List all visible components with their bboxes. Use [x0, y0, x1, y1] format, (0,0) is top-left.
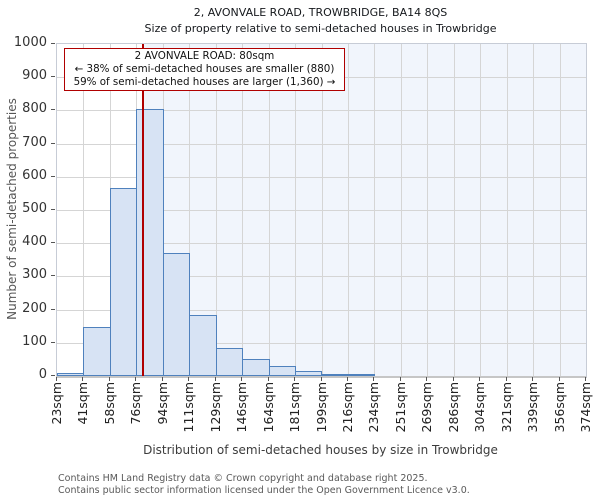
y-axis-tick	[51, 308, 55, 310]
x-axis-tick-label: 286sqm	[445, 382, 461, 433]
horizontal-gridline	[57, 342, 586, 344]
x-axis-tick	[558, 377, 560, 381]
x-axis-tick	[56, 377, 57, 381]
x-axis-tick	[532, 377, 534, 381]
x-axis-tick	[82, 377, 84, 381]
y-axis-tick	[51, 43, 55, 44]
footer-line-1: Contains HM Land Registry data © Crown c…	[58, 473, 428, 484]
y-axis-tick	[51, 275, 55, 277]
annotation-larger-stat: 59% of semi-detached houses are larger (…	[73, 76, 336, 89]
y-axis-tick-label: 100	[22, 333, 47, 349]
y-axis-tick	[51, 175, 55, 177]
horizontal-gridline	[57, 276, 586, 278]
histogram-bar	[321, 373, 349, 376]
horizontal-gridline	[57, 243, 586, 245]
x-axis-tick-label: 111sqm	[181, 382, 197, 433]
chart-title: 2, AVONVALE ROAD, TROWBRIDGE, BA14 8QS	[193, 6, 448, 19]
x-axis-tick-label: 269sqm	[419, 382, 435, 433]
y-axis-tick	[51, 242, 55, 244]
histogram-bar	[242, 358, 270, 376]
footer-line-2: Contains public sector information licen…	[58, 484, 470, 496]
x-axis-tick-label: 94sqm	[154, 382, 170, 425]
y-axis-tick	[51, 109, 55, 111]
x-axis-tick	[585, 377, 586, 381]
x-axis-tick-label: 76sqm	[128, 382, 144, 425]
y-axis-tick-label: 800	[22, 101, 47, 117]
plot-area: 2 AVONVALE ROAD: 80sqm ← 38% of semi-det…	[56, 43, 587, 378]
histogram-bar	[57, 372, 85, 376]
histogram-bar	[347, 374, 376, 376]
histogram-bar	[136, 108, 164, 376]
x-axis-tick	[426, 377, 428, 381]
x-axis-tick-label: 216sqm	[339, 382, 355, 433]
y-axis-tick	[51, 142, 55, 144]
x-axis-tick-label: 374sqm	[578, 382, 593, 433]
y-axis-tick-label: 700	[22, 134, 47, 150]
x-axis-tick	[241, 377, 243, 381]
y-axis-tick-label: 1000	[13, 35, 47, 50]
y-axis-tick-label: 200	[22, 300, 47, 316]
x-axis-tick-label: 356sqm	[551, 382, 567, 433]
x-axis-tick	[399, 377, 401, 381]
x-axis-tick-label: 234sqm	[366, 382, 382, 433]
x-axis-tick	[294, 377, 296, 381]
x-axis-tick-label: 304sqm	[472, 382, 488, 433]
y-axis-tick	[51, 76, 55, 78]
y-axis-tick-label: 300	[22, 267, 47, 283]
histogram-bar	[189, 314, 217, 376]
histogram-bar	[295, 371, 323, 376]
x-axis-tick	[108, 377, 110, 381]
histogram-bar	[109, 188, 138, 376]
y-axis-tick-label: 500	[22, 201, 47, 216]
y-axis-tick-label: 400	[22, 234, 47, 250]
x-axis-tick-label: 41sqm	[75, 382, 91, 425]
horizontal-gridline	[57, 309, 586, 311]
x-axis-tick-label: 199sqm	[313, 382, 329, 433]
annotation-property-label: 2 AVONVALE ROAD: 80sqm	[134, 50, 275, 62]
x-axis-tick	[188, 377, 190, 381]
horizontal-gridline	[57, 210, 586, 211]
histogram-bar	[268, 366, 297, 376]
histogram-bar	[83, 326, 111, 376]
x-axis-tick-label: 23sqm	[49, 382, 64, 425]
annotation-box: 2 AVONVALE ROAD: 80sqm ← 38% of semi-det…	[64, 48, 345, 91]
x-axis-tick	[452, 377, 454, 381]
x-axis-tick-label: 321sqm	[498, 382, 514, 433]
property-size-marker-line	[141, 44, 144, 376]
chart-subtitle: Size of property relative to semi-detach…	[144, 22, 497, 35]
x-axis-tick	[320, 377, 322, 381]
horizontal-gridline	[57, 143, 586, 145]
x-axis-tick-label: 181sqm	[287, 382, 303, 433]
x-axis-tick	[214, 377, 216, 381]
x-axis-tick	[161, 377, 163, 381]
x-axis-tick-label: 164sqm	[260, 382, 276, 433]
x-axis-tick	[267, 377, 269, 381]
histogram-bar	[162, 252, 191, 376]
x-axis-tick	[135, 377, 137, 381]
y-axis-tick	[51, 341, 55, 343]
y-axis-tick	[51, 209, 55, 210]
x-axis-tick-label: 58sqm	[101, 382, 117, 425]
x-axis-tick	[479, 377, 481, 381]
y-axis-tick-label: 900	[22, 68, 47, 84]
x-axis-tick-label: 129sqm	[207, 382, 223, 433]
horizontal-gridline	[57, 110, 586, 112]
x-axis-tick	[346, 377, 348, 381]
y-axis-tick	[51, 375, 55, 376]
x-axis-tick-label: 251sqm	[392, 382, 408, 433]
y-axis-tick-label: 0	[38, 367, 47, 382]
annotation-smaller-stat: ← 38% of semi-detached houses are smalle…	[74, 63, 335, 76]
attribution-footer: Contains HM Land Registry data © Crown c…	[58, 473, 470, 496]
x-axis-tick	[505, 377, 507, 381]
horizontal-gridline	[57, 176, 586, 178]
y-axis-tick-label: 600	[22, 167, 47, 183]
x-axis-title: Distribution of semi-detached houses by …	[143, 443, 498, 457]
x-axis-tick-label: 146sqm	[234, 382, 250, 433]
x-axis-tick-label: 339sqm	[525, 382, 541, 433]
x-axis-tick	[373, 377, 375, 381]
histogram-bar	[215, 347, 244, 376]
